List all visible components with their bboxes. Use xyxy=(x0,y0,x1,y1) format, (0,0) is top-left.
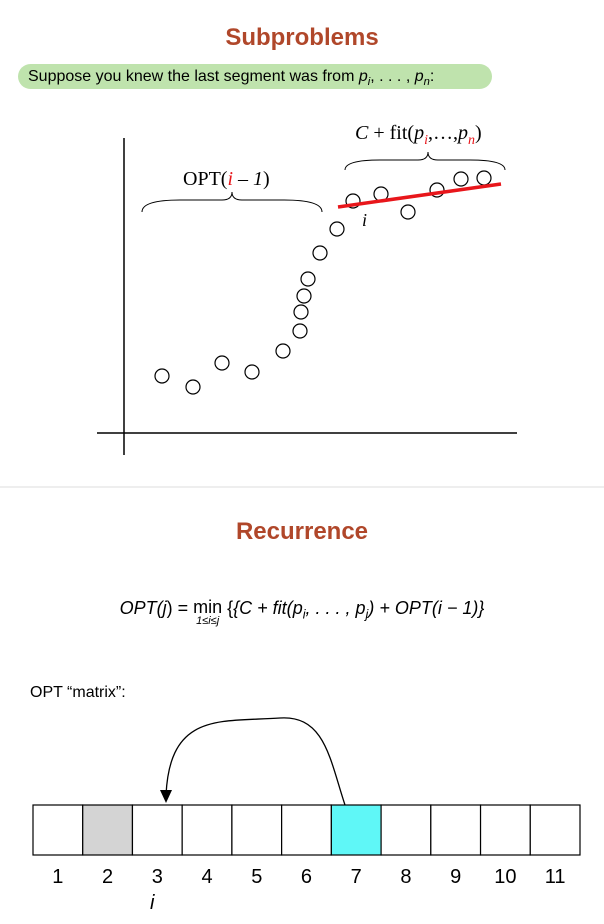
fit-line xyxy=(337,182,502,209)
fit-label: C + fit(pi,…,pn) xyxy=(355,122,482,148)
fit-brace xyxy=(344,151,506,171)
matrix-cell xyxy=(181,804,233,856)
matrix-index: 9 xyxy=(450,866,462,888)
matrix-cell xyxy=(380,804,432,856)
matrix-index: 4 xyxy=(201,866,213,888)
pointer-label: i xyxy=(150,892,155,914)
matrix-cell xyxy=(32,804,84,856)
matrix-index: 7 xyxy=(350,866,362,888)
matrix xyxy=(32,804,581,856)
matrix-cell xyxy=(330,804,382,856)
matrix-index: 11 xyxy=(544,866,566,888)
matrix-cell xyxy=(231,804,283,856)
matrix-index: 10 xyxy=(494,866,517,888)
arrow-head xyxy=(160,790,172,803)
intro: Suppose you knew the last segment was fr… xyxy=(18,64,492,89)
matrix-cell xyxy=(529,804,581,856)
title: Subproblems xyxy=(225,24,379,51)
matrix-index: 3 xyxy=(151,866,163,888)
matrix-label: OPT “matrix”: xyxy=(30,684,126,701)
opt-label: OPT(i – 1) xyxy=(183,168,270,190)
plot-shapes xyxy=(97,138,517,455)
matrix-cell xyxy=(82,804,134,856)
point-label: i xyxy=(362,210,368,230)
matrix-cell xyxy=(281,804,332,856)
matrix-cell xyxy=(131,804,183,856)
section-title: Recurrence xyxy=(235,518,369,545)
matrix-cell xyxy=(479,804,531,856)
arrow xyxy=(165,717,346,806)
formula: OPT(j) = min 1≤i≤j {{C + fit(pi, . . . , … xyxy=(119,597,485,627)
matrix-index: 8 xyxy=(400,866,412,888)
matrix-index: 5 xyxy=(251,866,263,888)
opt-brace xyxy=(141,191,323,213)
matrix-index: 2 xyxy=(102,866,114,888)
points xyxy=(154,170,492,395)
matrix-index: 6 xyxy=(300,866,313,888)
matrix-index: 1 xyxy=(52,866,64,888)
matrix-cell xyxy=(430,804,482,856)
